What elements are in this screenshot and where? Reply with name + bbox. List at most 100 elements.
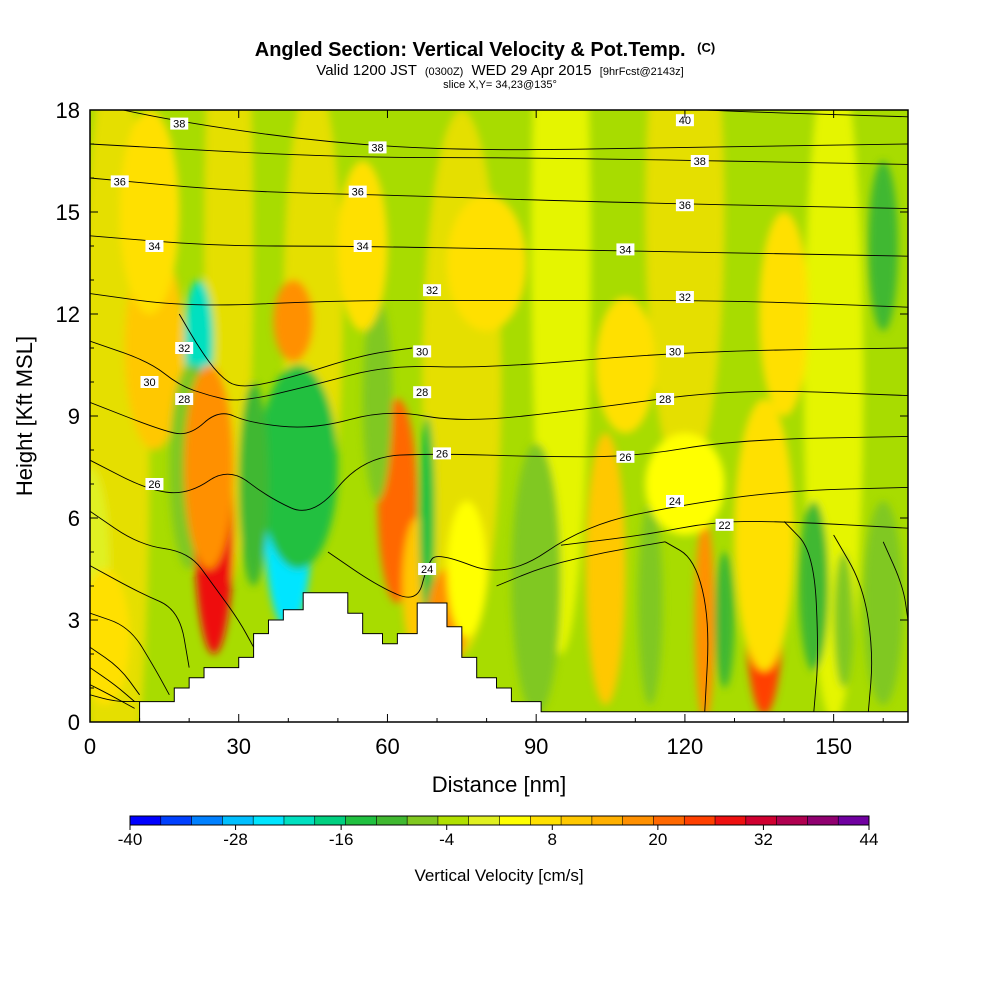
colorbar-swatch — [468, 816, 500, 825]
velocity-cell — [637, 501, 663, 705]
contour-label: 28 — [656, 393, 675, 406]
velocity-cell — [238, 382, 269, 586]
velocity-cell — [119, 110, 180, 314]
velocity-cell — [833, 552, 854, 688]
chart-title-suffix: (C) — [697, 40, 715, 55]
contour-label-box — [353, 240, 372, 252]
contour-label-box — [413, 386, 432, 399]
contour-label-box — [110, 175, 129, 188]
contour-label-text: 32 — [178, 343, 190, 355]
contour-label: 26 — [145, 478, 164, 491]
contour-label-text: 40 — [679, 115, 691, 127]
colorbar-swatch — [561, 816, 593, 825]
contour-label-text: 34 — [148, 241, 160, 253]
velocity-cell — [645, 433, 725, 535]
colorbar-swatch — [653, 816, 685, 825]
contour-label-box — [675, 291, 694, 303]
contour-label-box — [616, 450, 635, 463]
isentrope-line — [90, 390, 908, 435]
colorbar-swatch — [160, 816, 192, 825]
contour-label: 28 — [413, 386, 432, 399]
y-axis-label: Height [Kft MSL] — [12, 336, 37, 496]
velocity-blobs — [90, 110, 904, 722]
isentrope-line — [90, 612, 170, 696]
x-tick-label: 120 — [667, 734, 704, 759]
y-tick-label: 15 — [56, 200, 80, 225]
contour-labels: 38 38 40 38 36 36 36 34 34 34 32 32 32 30 30 30 28 28 28 26… — [110, 114, 734, 576]
velocity-cell — [734, 399, 794, 671]
contour-label-box — [145, 478, 164, 490]
isentrope-line — [90, 646, 140, 696]
velocity-cell — [868, 161, 899, 331]
terrain-outline — [90, 592, 908, 722]
contour-label-text: 26 — [436, 448, 448, 460]
contour-label: 26 — [432, 447, 451, 460]
contour-label-text: 36 — [352, 187, 364, 199]
terrain-profile — [90, 592, 908, 722]
chart-subtitle-slice: slice X,Y= 34,23@135° — [443, 79, 557, 91]
velocity-cell — [694, 518, 715, 722]
colorbar-swatch — [222, 816, 254, 825]
isentrope-line — [90, 684, 135, 709]
isentrope-line — [560, 520, 908, 546]
contour-label: 34 — [616, 243, 635, 256]
contour-label: 38 — [170, 117, 189, 131]
colorbar-tick-label: -40 — [118, 830, 143, 849]
valid-zulu: (0300Z) — [425, 66, 464, 78]
velocity-cell — [90, 569, 130, 705]
contour-label-box — [423, 284, 442, 297]
isentrope-line — [90, 510, 254, 648]
contour-label-text: 38 — [371, 142, 383, 154]
colorbar-swatch — [437, 816, 470, 825]
contour-label-box — [616, 243, 635, 256]
valid-prefix: Valid 1200 JST — [316, 62, 416, 79]
isentrope-line — [664, 541, 709, 712]
contour-label-box — [348, 185, 367, 198]
isentrope-line — [882, 541, 908, 621]
colorbar-tick-label: 44 — [860, 830, 879, 849]
contour-label-box — [170, 117, 189, 130]
contour-label-box — [665, 345, 684, 358]
velocity-cell — [446, 195, 527, 331]
contour-label-text: 28 — [178, 394, 190, 406]
colorbar-swatch — [499, 816, 531, 825]
colorbar-tick-label: -28 — [223, 830, 248, 849]
contour-label-text: 26 — [619, 452, 631, 464]
contour-label-box — [175, 342, 194, 354]
colorbar-swatch — [530, 816, 562, 825]
colorbar-swatch — [407, 816, 439, 825]
contour-label-box — [413, 345, 432, 358]
contour-label: 32 — [423, 284, 442, 297]
contour-label-box — [432, 447, 451, 460]
contour-label-box — [656, 393, 675, 405]
isentrope-line — [90, 565, 190, 668]
contour-label-box — [175, 393, 194, 405]
y-tick-label: 6 — [68, 506, 80, 531]
chart-title-main: Angled Section: Vertical Velocity & Pot.… — [255, 39, 686, 61]
contour-label-box — [715, 518, 734, 531]
contour-label: 40 — [675, 114, 694, 127]
contour-label-box — [665, 495, 684, 507]
contour-label-text: 24 — [669, 496, 681, 508]
isentrope-line — [178, 313, 413, 387]
y-tick-label: 0 — [68, 710, 80, 735]
contour-label: 34 — [353, 240, 372, 253]
colorbar-swatch — [283, 816, 316, 825]
velocity-cell — [362, 297, 393, 501]
isentrope-line — [90, 235, 908, 257]
colorbar-swatch — [191, 816, 223, 825]
contour-label: 32 — [175, 342, 194, 355]
potential-temperature-contours — [90, 110, 908, 712]
contour-label-text: 30 — [669, 346, 681, 358]
contour-label-text: 34 — [619, 244, 631, 256]
contour-label-text: 24 — [421, 564, 433, 576]
chart-subtitle-valid: Valid 1200 JST (0300Z) WED 29 Apr 2015 [… — [316, 62, 683, 79]
contour-label-text: 38 — [173, 119, 185, 131]
contour-label: 30 — [413, 345, 432, 358]
contour-label: 36 — [675, 199, 694, 212]
isentrope-line — [90, 143, 908, 165]
contour-label-text: 28 — [416, 387, 428, 399]
contour-label: 22 — [715, 518, 734, 532]
